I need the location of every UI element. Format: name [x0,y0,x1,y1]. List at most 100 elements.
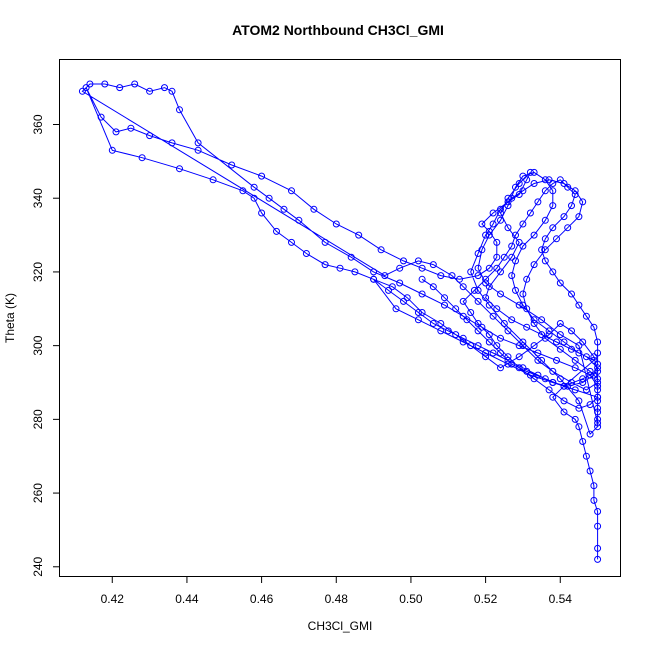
data-point [568,327,575,335]
data-point [549,367,557,375]
data-point [482,275,490,283]
data-point [441,301,448,309]
data-point [519,342,527,350]
data-point [556,375,564,383]
data-point [579,379,587,386]
data-point [497,205,504,213]
data-point [594,367,602,375]
data-point [568,379,575,386]
data-point [101,80,109,88]
data-point [545,386,553,394]
data-point [575,349,583,357]
data-point [467,268,475,276]
data-point [519,301,527,309]
data-point [523,367,531,375]
data-point [168,139,176,147]
data-point [168,87,176,95]
data-point [553,235,560,243]
data-point [541,334,549,342]
data-point [414,257,422,265]
data-point [78,87,86,95]
data-point [556,176,564,184]
data-point [508,272,516,280]
data-point [146,87,154,95]
data-point [370,268,378,276]
data-point [485,231,493,239]
data-point [560,213,568,221]
data-point [515,180,523,187]
data-point [504,202,512,210]
data-point [463,316,471,324]
data-point [482,279,490,287]
data-point [594,408,602,416]
data-point [418,290,426,298]
data-point [258,172,266,180]
data-point [497,268,504,276]
data-point [594,375,602,383]
data-point [474,297,482,305]
data-point [441,294,448,302]
x-tick-label: 0.50 [399,592,423,606]
data-point [579,198,587,206]
x-tick-label: 0.48 [325,592,349,606]
data-point [489,349,497,357]
data-point [493,342,501,350]
data-point [523,323,531,331]
y-tick-label: 260 [31,483,45,503]
data-point [582,386,590,394]
data-point [414,316,422,324]
x-axis: 0.42 0.44 0.46 0.48 0.50 0.52 0.54 [101,576,572,606]
data-point [400,297,407,305]
data-point [594,338,602,346]
data-point [504,327,512,335]
data-point [489,209,497,217]
data-point [534,371,542,379]
data-point [176,165,183,173]
data-point [571,386,579,394]
data-point [594,379,602,386]
data-point [571,364,579,372]
data-point [590,371,598,379]
data-point [437,327,445,335]
data-point [452,331,460,339]
data-point [504,194,512,202]
data-point [538,246,546,254]
data-point [500,320,508,327]
data-point [418,275,426,283]
data-point [474,250,482,257]
data-point [568,345,575,353]
data-point [444,327,452,335]
data-point [564,183,572,191]
data-point [381,272,389,280]
data-point [556,345,564,353]
data-point [579,338,587,346]
data-point [429,320,437,327]
data-point [549,268,557,276]
data-point [493,253,501,261]
data-point [556,331,564,339]
data-point [508,194,516,202]
data-point [508,360,516,368]
data-point [594,423,602,431]
data-point [497,334,504,342]
data-point [108,146,116,154]
series-layer [78,80,602,563]
data-point [332,220,340,228]
y-tick-label: 340 [31,188,45,208]
data-point [418,264,426,272]
data-point [418,309,426,316]
data-point [474,264,482,272]
data-point [538,316,546,324]
data-point [504,360,512,368]
data-point [482,294,490,302]
x-axis-label: CH3Cl_GMI [308,619,373,633]
data-point [504,353,512,361]
data-point [474,286,482,294]
data-point [590,356,598,364]
data-point [146,132,154,140]
data-point [400,257,407,265]
data-point [485,331,493,339]
data-point [534,198,542,206]
data-point [508,242,516,250]
data-point [549,393,557,401]
